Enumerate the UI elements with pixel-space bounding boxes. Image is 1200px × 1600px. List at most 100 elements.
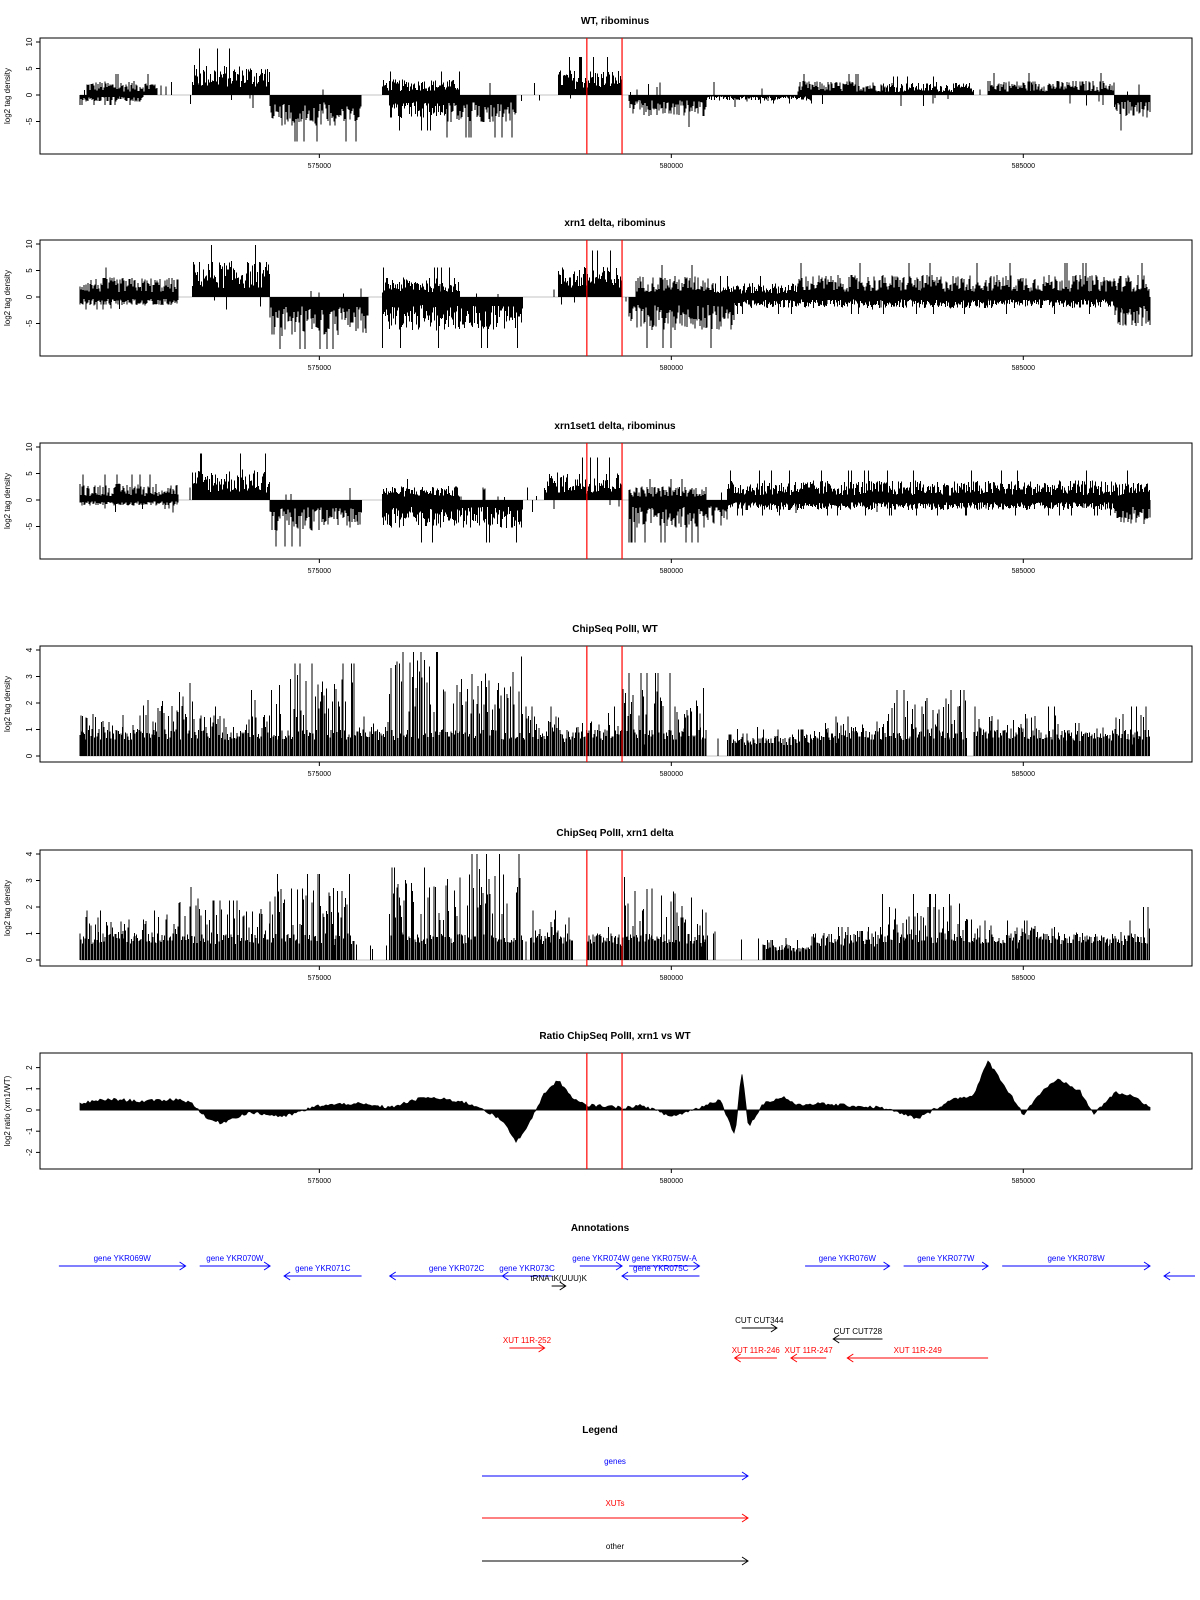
y-tick-label: 10	[25, 239, 34, 248]
arrowhead-left	[832, 1334, 840, 1344]
y-tick-label: -2	[25, 1148, 34, 1156]
y-tick-label: -5	[25, 522, 34, 530]
arrowhead-right	[981, 1261, 989, 1271]
legend-entry-xut: XUTs	[482, 1499, 749, 1523]
feature-label: gene YKR075W-A	[632, 1254, 698, 1263]
legend-label: other	[606, 1542, 625, 1551]
plot-frame	[39, 37, 1193, 155]
feature-gene: gene YKR071C	[283, 1264, 362, 1281]
legend-entry-other: other	[482, 1542, 749, 1566]
legend-label: XUTs	[605, 1499, 624, 1508]
y-tick-label: 2	[25, 700, 34, 705]
y-axis-label: log2 tag density	[3, 880, 12, 936]
x-tick-label: 585000	[1012, 771, 1035, 778]
arrowhead-right	[559, 1281, 567, 1291]
y-tick-label: 0	[25, 497, 34, 502]
legend-title: Legend	[582, 1425, 618, 1436]
arrowhead-right	[693, 1261, 701, 1271]
feature-xut: XUT 11R-249	[846, 1346, 989, 1363]
arrowhead-left	[388, 1271, 397, 1281]
feature-gene: gene YKR073C	[499, 1264, 555, 1281]
y-tick-label: 0	[25, 294, 34, 299]
feature-gene: gene YKR074W	[572, 1254, 630, 1271]
y-tick-label: 0	[25, 92, 34, 97]
arrowhead-right	[1143, 1261, 1151, 1271]
arrowhead-right	[770, 1323, 778, 1333]
feature-other: CUT CUT728	[832, 1327, 883, 1344]
y-axis-label: log2 tag density	[3, 68, 12, 124]
panel-title: xrn1set1 delta, ribominus	[554, 421, 676, 432]
signal-series	[79, 245, 1151, 349]
feature-gene: gene YKR078W	[1002, 1254, 1151, 1271]
y-tick-label: 1	[25, 727, 34, 732]
x-tick-label: 575000	[308, 975, 331, 982]
legend-arrowhead	[741, 1556, 749, 1566]
feature-label: XUT 11R-246	[732, 1346, 781, 1355]
feature-gene: gene YKR070W	[199, 1254, 271, 1271]
y-tick-label: -5	[25, 117, 34, 125]
arrowhead-left	[283, 1271, 291, 1281]
feature-label: gene YKR073C	[499, 1264, 555, 1273]
feature-label: gene YKR075C	[633, 1264, 689, 1273]
feature-label: XUT 11R-252	[503, 1336, 552, 1345]
x-tick-label: 575000	[308, 771, 331, 778]
x-tick-label: 575000	[308, 1178, 331, 1185]
panel-3: xrn1set1 delta, ribominus -5 0 5 10 log2 tag …	[3, 421, 1193, 575]
arrowhead-left	[846, 1353, 854, 1363]
y-tick-label: 3	[25, 878, 34, 883]
feature-label: XUT 11R-247	[784, 1346, 833, 1355]
y-tick-label: 2	[25, 904, 34, 909]
feature-label: gene YKR069W	[94, 1254, 152, 1263]
signal-series	[79, 854, 1150, 960]
y-tick-label: 3	[25, 674, 34, 679]
y-tick-label: 1	[25, 1086, 34, 1091]
feature-label: gene YKR077W	[917, 1254, 975, 1263]
x-tick-label: 575000	[308, 365, 331, 372]
x-tick-label: 580000	[660, 163, 683, 170]
feature-label: gene YKR072C	[429, 1264, 485, 1273]
annotations-track: Annotations gene YKR069W gene YKR070W gene…	[58, 1223, 1195, 1363]
legend: Legend genes XUTs other	[482, 1425, 749, 1566]
feature-label: CUT CUT344	[735, 1316, 784, 1325]
feature-gene	[1163, 1271, 1195, 1281]
arrowhead-right	[615, 1261, 623, 1271]
x-tick-label: 585000	[1012, 365, 1035, 372]
y-axis-label: log2 tag density	[3, 676, 12, 732]
feature-gene: gene YKR075C	[621, 1264, 700, 1281]
legend-label: genes	[604, 1457, 626, 1466]
y-tick-label: 4	[25, 647, 34, 652]
y-tick-label: 1	[25, 931, 34, 936]
feature-gene: gene YKR072C	[388, 1264, 524, 1281]
feature-xut: XUT 11R-252	[503, 1336, 552, 1353]
feature-gene: gene YKR069W	[58, 1254, 187, 1271]
y-tick-label: 0	[25, 753, 34, 758]
y-tick-label: 0	[25, 957, 34, 962]
y-tick-label: 5	[25, 471, 34, 476]
plot-frame	[39, 239, 1193, 357]
feature-other: tRNA tK(UUU)K	[530, 1274, 588, 1291]
feature-label: gene YKR071C	[295, 1264, 351, 1273]
panel-title: ChipSeq PolII, xrn1 delta	[556, 828, 674, 839]
legend-entry-gene: genes	[482, 1457, 749, 1481]
panel-title: Ratio ChipSeq PolII, xrn1 vs WT	[539, 1031, 690, 1042]
feature-label: tRNA tK(UUU)K	[530, 1274, 587, 1283]
x-tick-label: 580000	[660, 365, 683, 372]
y-tick-label: -5	[25, 319, 34, 327]
feature-gene: gene YKR076W	[805, 1254, 891, 1271]
y-tick-label: 10	[25, 37, 34, 46]
panel-title: WT, ribominus	[581, 16, 650, 27]
y-axis-label: log2 ratio (xrn1/WT)	[3, 1075, 12, 1146]
y-axis-label: log2 tag density	[3, 270, 12, 326]
feature-label: XUT 11R-249	[894, 1346, 943, 1355]
arrowhead-left	[621, 1271, 629, 1281]
y-axis-label: log2 tag density	[3, 473, 12, 529]
x-tick-label: 585000	[1012, 975, 1035, 982]
feature-gene: gene YKR075W-A	[629, 1254, 701, 1271]
x-tick-label: 585000	[1012, 568, 1035, 575]
panel-6: Ratio ChipSeq PolII, xrn1 vs WT -2 -1 0 1 2 lo…	[3, 1031, 1193, 1185]
y-tick-label: 10	[25, 442, 34, 451]
signal-series	[79, 48, 1151, 142]
plot-frame	[39, 442, 1193, 560]
feature-xut: XUT 11R-246	[732, 1346, 781, 1363]
